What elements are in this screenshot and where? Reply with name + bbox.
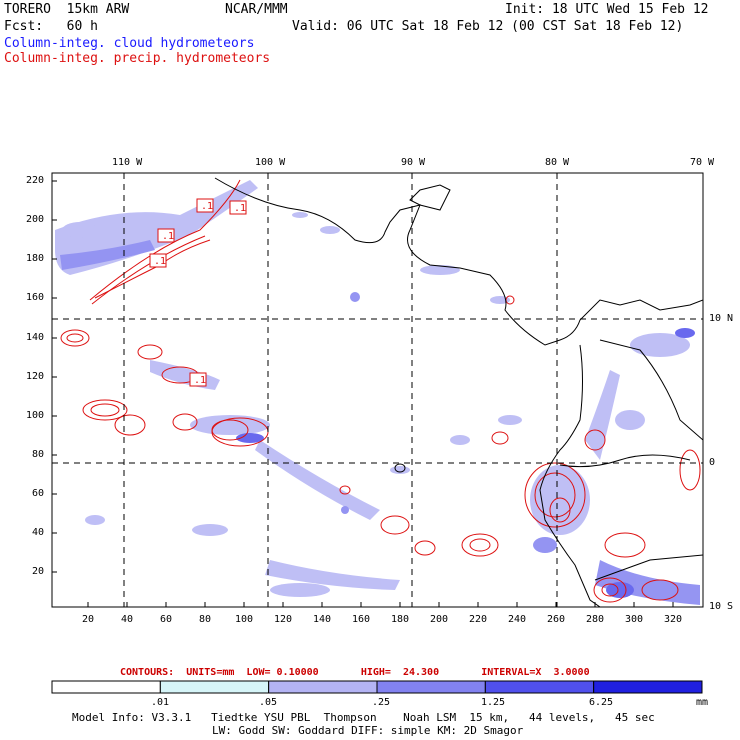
y-tick-label: 60 [32, 488, 45, 499]
forecast-hour: Fcst: 60 h [4, 19, 98, 34]
x-tick-label: 220 [469, 614, 488, 625]
contour-label: .1 [234, 203, 246, 214]
x-tick-label: 320 [664, 614, 683, 625]
model-info: Model Info: V3.3.1 Tiedtke YSU PBL Thomp… [72, 711, 655, 724]
lon-label: 70 W [690, 157, 715, 168]
x-tick-label: 240 [508, 614, 527, 625]
contour-label-boxes [149, 198, 247, 387]
lon-label: 90 W [401, 157, 426, 168]
colorbar-break: .01 [151, 697, 170, 708]
x-tick-label: 160 [352, 614, 371, 625]
y-tick-label: 80 [32, 449, 45, 460]
x-tick-label: 20 [82, 614, 95, 625]
x-tick-label: 100 [235, 614, 254, 625]
coastlines [214, 177, 703, 607]
x-tick-label: 120 [274, 614, 293, 625]
lat-label: 10 S [709, 601, 734, 612]
y-tick-label: 140 [26, 332, 45, 343]
lat-label: 10 N [709, 313, 734, 324]
init-time: Init: 18 UTC Wed 15 Feb 12 [505, 2, 709, 17]
axis-ticks [52, 180, 674, 607]
contour-label: .1 [201, 201, 213, 212]
y-tick-label: 120 [26, 371, 45, 382]
y-tick-label: 200 [26, 214, 45, 225]
map-frame [51, 172, 704, 608]
x-tick-label: 40 [121, 614, 134, 625]
contour-info: CONTOURS: UNITS=mm LOW= 0.10000 HIGH= 24… [120, 667, 590, 678]
x-tick-label: 260 [547, 614, 566, 625]
x-tick-label: 80 [199, 614, 212, 625]
y-tick-label: 180 [26, 253, 45, 264]
x-tick-label: 200 [430, 614, 449, 625]
y-tick-label: 160 [26, 292, 45, 303]
y-tick-label: 20 [32, 566, 45, 577]
contour-label: .1 [194, 375, 206, 386]
y-tick-label: 220 [26, 175, 45, 186]
colorbar-units: mm [696, 697, 709, 708]
cloud-layer-label: Column-integ. cloud hydrometeors [4, 36, 255, 51]
precip-layer-label: Column-integ. precip. hydrometeors [4, 51, 271, 66]
lon-label: 80 W [545, 157, 570, 168]
model-physics: LW: Godd SW: Goddard DIFF: simple KM: 2D… [212, 724, 524, 737]
colorbar-break: .05 [259, 697, 278, 708]
lat-lon-grid [52, 173, 703, 607]
model-title: TORERO 15km ARW [4, 2, 130, 17]
contour-label: .1 [154, 256, 166, 267]
x-tick-label: 180 [391, 614, 410, 625]
y-tick-label: 100 [26, 410, 45, 421]
x-tick-label: 140 [313, 614, 332, 625]
cloud-shading [55, 180, 700, 605]
colorbar-break: 1.25 [481, 697, 506, 708]
lon-label: 110 W [112, 157, 143, 168]
lat-label: 0 [709, 457, 716, 468]
contour-label: .1 [162, 231, 174, 242]
org-label: NCAR/MMM [225, 2, 288, 17]
colorbar-break: 6.25 [589, 697, 614, 708]
x-tick-label: 300 [625, 614, 644, 625]
x-tick-label: 60 [160, 614, 173, 625]
y-tick-label: 40 [32, 527, 45, 538]
valid-time: Valid: 06 UTC Sat 18 Feb 12 (00 CST Sat … [292, 19, 684, 34]
x-tick-label: 280 [586, 614, 605, 625]
precip-contours [60, 179, 701, 603]
colorbar-break: .25 [372, 697, 391, 708]
lon-label: 100 W [255, 157, 286, 168]
